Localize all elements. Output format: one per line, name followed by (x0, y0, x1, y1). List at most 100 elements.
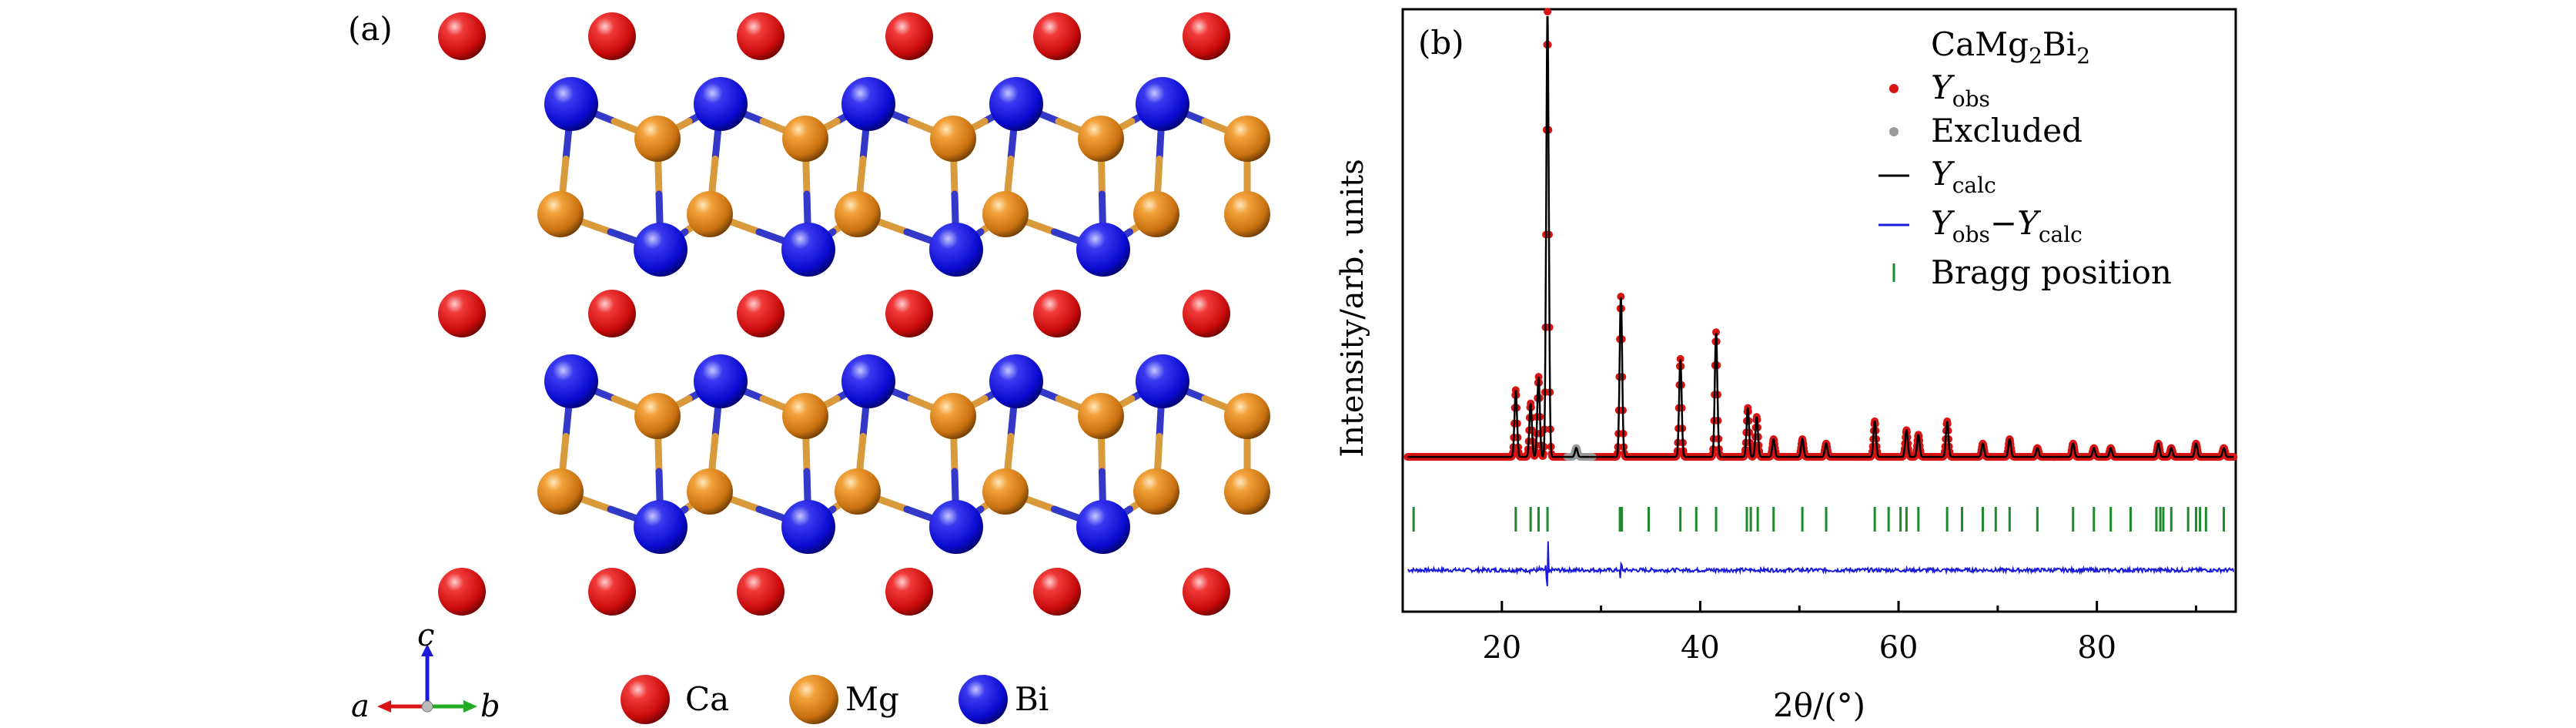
plot-layer (1403, 8, 2238, 586)
ca-atom (885, 568, 933, 616)
mg-atom (1078, 393, 1124, 439)
axis-triad: c b a (351, 618, 500, 724)
mg-atom (537, 191, 584, 237)
atoms (438, 12, 1270, 616)
bi-atom (929, 500, 983, 554)
mg-atom (782, 116, 828, 162)
x-tick-label: 80 (2077, 630, 2116, 666)
excluded-points (1563, 444, 1597, 461)
bi-atom (544, 354, 598, 408)
bi-atom (634, 223, 687, 277)
axis-b-label: b (480, 689, 500, 724)
legend-bi-ball (958, 675, 1008, 724)
yobs-point (1676, 354, 1684, 363)
mg-atom (634, 116, 681, 162)
legend-ca-label: Ca (685, 680, 729, 718)
ca-atom (438, 290, 486, 337)
mg-atom (1133, 191, 1179, 237)
mg-atom (1224, 393, 1270, 439)
legend-diff-label: Yobs−Ycalc (1931, 204, 2083, 247)
panel-a-label: (a) (348, 10, 393, 48)
bi-atom (989, 354, 1043, 408)
legend-yobs-marker (1889, 84, 1899, 93)
panel-b-label: (b) (1418, 24, 1464, 62)
plot-frame (1401, 8, 2237, 613)
ca-atom (1033, 12, 1081, 60)
bi-atom (989, 77, 1043, 131)
panel-a: (a) c b a Ca Mg Bi (348, 10, 1270, 724)
bi-atom (1076, 500, 1130, 554)
x-ticks: 20 40 60 80 (1401, 601, 2197, 666)
legend-bragg-label: Bragg position (1931, 253, 2172, 291)
bi-atom (694, 77, 748, 131)
axis-c-head (421, 644, 433, 656)
x-tick-label: 60 (1879, 630, 1919, 666)
ca-atom (1183, 568, 1230, 616)
ca-atom (737, 568, 785, 616)
mg-atom (687, 191, 733, 237)
atom-legend: Ca Mg Bi (621, 675, 1049, 724)
ca-atom (737, 12, 785, 60)
ca-atom (885, 290, 933, 337)
bi-atom (841, 354, 895, 408)
legend-ycalc-label: Ycalc (1931, 155, 1996, 198)
mg-atom (1224, 191, 1270, 237)
axis-origin (421, 700, 433, 713)
legend-excluded-label: Excluded (1931, 112, 2083, 149)
x-tick-label: 20 (1482, 630, 1521, 666)
ycalc-line (1407, 15, 2234, 458)
yobs-point (1617, 293, 1625, 300)
bi-atom (634, 500, 687, 554)
mg-atom (634, 393, 681, 439)
x-axis-label: 2θ/(°) (1773, 686, 1865, 724)
mg-atom (930, 116, 976, 162)
bi-atom (781, 500, 835, 554)
bi-atom (544, 77, 598, 131)
ca-atom (1033, 290, 1081, 337)
observed-points (1403, 8, 2238, 461)
mg-atom (782, 393, 828, 439)
yobs-point (2230, 453, 2238, 461)
mg-atom (1133, 468, 1179, 515)
legend-bi-label: Bi (1015, 680, 1049, 718)
axis-a-label: a (351, 689, 370, 724)
mg-atom (687, 468, 733, 515)
bi-atom (1136, 77, 1189, 131)
ca-atom (1033, 568, 1081, 616)
bi-atom (781, 223, 835, 277)
ca-atom (885, 12, 933, 60)
bi-atom (1136, 354, 1189, 408)
legend-title: CaMg2Bi2 (1931, 25, 2090, 69)
ca-atom (588, 568, 636, 616)
mg-atom (930, 393, 976, 439)
mg-atom (1078, 116, 1124, 162)
yobs-point (1544, 8, 1552, 16)
ca-atom (737, 290, 785, 337)
ca-atom (1183, 12, 1230, 60)
panel-b: (b) Intensity/arb. units 2θ/(°) 20 40 60 80… (1335, 8, 2238, 724)
axis-a-head (377, 700, 391, 713)
legend-mg-label: Mg (845, 680, 899, 718)
y-axis-label: Intensity/arb. units (1335, 159, 1370, 457)
legend-yobs-label: Yobs (1931, 69, 1990, 112)
axis-b-head (463, 700, 477, 713)
mg-atom (537, 468, 584, 515)
mg-atom (835, 468, 881, 515)
bi-atom (929, 223, 983, 277)
bi-atom (1076, 223, 1130, 277)
difference-line (1407, 541, 2235, 586)
chart-legend: CaMg2Bi2 Yobs Excluded Ycalc Yobs−Ycalc … (1878, 25, 2172, 291)
ca-atom (438, 568, 486, 616)
mg-atom (1224, 116, 1270, 162)
legend-mg-ball (789, 675, 838, 724)
ca-atom (1183, 290, 1230, 337)
mg-atom (982, 468, 1029, 515)
ca-atom (438, 12, 486, 60)
mg-atom (982, 191, 1029, 237)
mg-atom (1224, 468, 1270, 515)
bragg-ticks (1412, 507, 2226, 532)
bi-atom (694, 354, 748, 408)
legend-ca-ball (621, 675, 670, 724)
legend-excluded-marker (1889, 127, 1899, 136)
